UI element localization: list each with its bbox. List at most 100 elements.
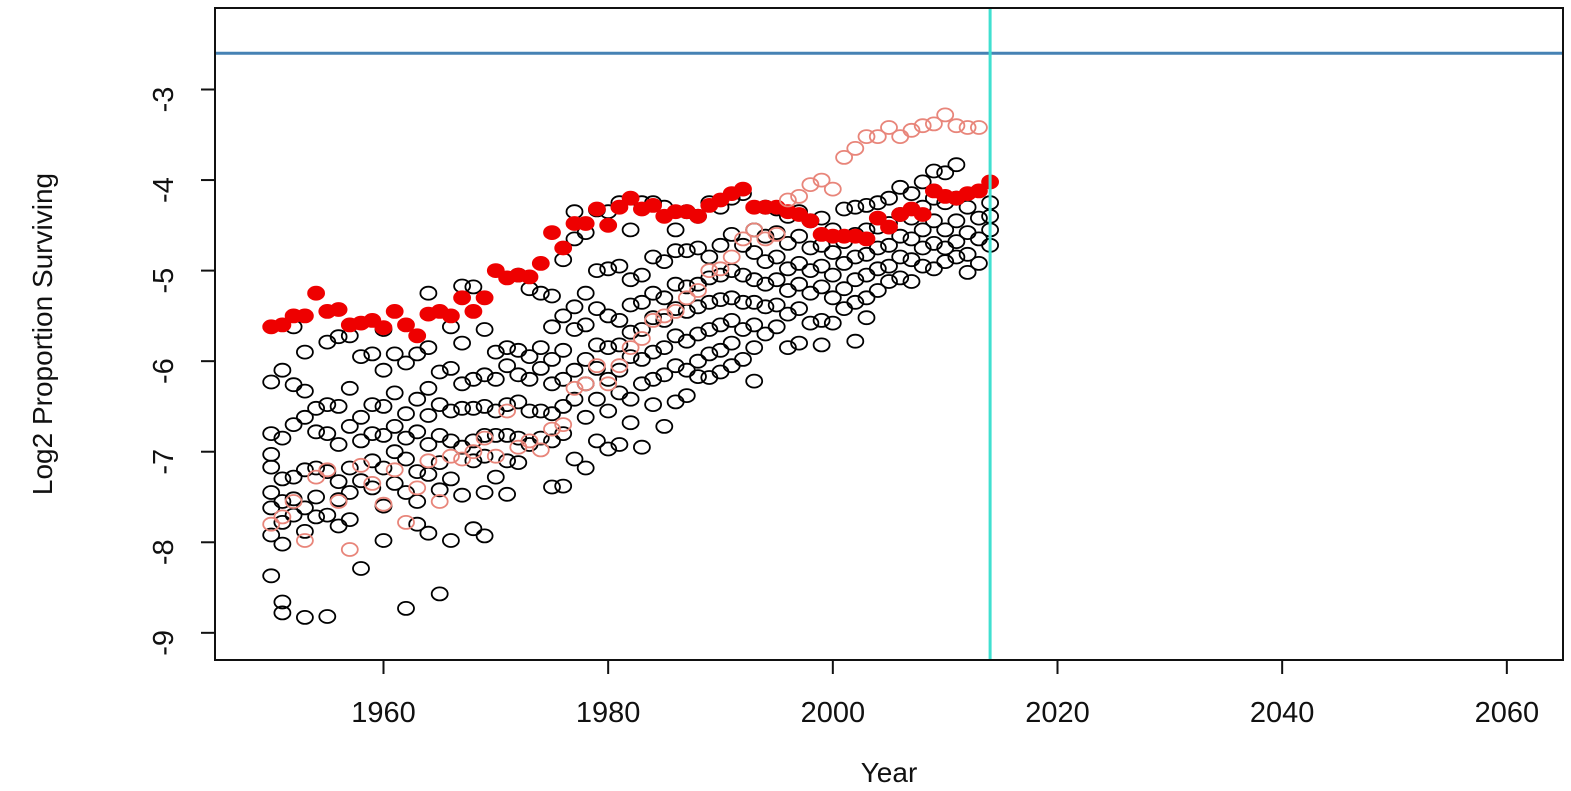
data-point-black: [711, 267, 730, 283]
data-point-black: [621, 297, 640, 313]
data-point-faded-red: [520, 433, 539, 449]
data-point-black: [756, 299, 775, 315]
data-point-black: [273, 605, 292, 621]
data-point-black: [340, 380, 359, 396]
data-point-red: [913, 207, 932, 222]
data-point-black: [970, 210, 988, 226]
data-point-black: [610, 258, 629, 274]
y-tick-label: -9: [148, 630, 180, 656]
data-point-black: [700, 346, 719, 362]
data-point-black: [419, 408, 438, 423]
data-point-black: [307, 424, 326, 440]
data-point-black: [408, 391, 427, 407]
data-point-black: [352, 561, 370, 576]
data-point-black: [722, 312, 741, 328]
data-point-black: [779, 235, 797, 251]
data-point-black: [408, 346, 427, 362]
data-point-black: [385, 444, 404, 460]
data-point-black: [925, 235, 943, 251]
data-point-black: [779, 340, 797, 356]
data-point-faded-red: [880, 120, 898, 135]
x-tick-label: 1960: [351, 697, 416, 729]
data-point-black: [880, 274, 898, 289]
data-point-black: [891, 228, 910, 244]
data-point-black: [925, 163, 943, 179]
data-point-red: [554, 240, 573, 256]
data-point-black: [565, 322, 584, 337]
data-point-black: [823, 290, 842, 306]
data-point-red: [868, 210, 887, 226]
data-point-black: [543, 288, 561, 304]
data-point-black: [363, 426, 382, 442]
data-point-black: [857, 310, 876, 326]
data-point-faded-red: [677, 290, 696, 306]
data-point-black: [722, 335, 741, 351]
data-point-faded-red: [655, 308, 674, 324]
data-point-black: [284, 417, 303, 433]
data-point-red: [520, 269, 539, 285]
data-point-black: [711, 342, 730, 358]
data-point-faded-red: [318, 462, 337, 478]
data-point-black: [498, 427, 517, 443]
data-point-black: [385, 418, 404, 434]
data-point-black: [621, 391, 640, 407]
data-point-red: [576, 216, 595, 231]
data-point-black: [633, 322, 651, 337]
data-point-black: [745, 317, 764, 333]
data-point-black: [633, 439, 651, 455]
data-point-black: [543, 479, 561, 495]
data-point-red: [307, 285, 326, 301]
data-point-black: [835, 255, 853, 271]
data-point-black: [689, 240, 707, 256]
data-point-faded-red: [374, 496, 393, 512]
data-point-faded-red: [430, 494, 449, 509]
data-point-black: [801, 315, 820, 331]
data-point-black: [823, 245, 842, 260]
y-tick-label: -4: [148, 177, 180, 203]
data-point-faded-red: [543, 421, 561, 437]
data-point-black: [666, 276, 685, 292]
data-point-black: [543, 351, 561, 367]
data-point-black: [677, 279, 696, 295]
data-point-faded-red: [509, 439, 528, 455]
data-point-black: [644, 344, 662, 360]
data-point-black: [745, 373, 764, 389]
data-point-faded-red: [284, 494, 303, 509]
data-point-black: [576, 317, 595, 333]
data-point-black: [790, 276, 808, 292]
data-point-black: [722, 290, 741, 306]
data-point-black: [666, 358, 685, 374]
data-point-red: [588, 201, 606, 217]
data-point-black: [913, 240, 932, 256]
data-point-black: [509, 367, 528, 383]
data-point-faded-red: [947, 118, 966, 134]
data-point-black: [262, 568, 281, 584]
data-point-black: [846, 333, 865, 349]
data-point-black: [868, 195, 887, 211]
data-point-black: [509, 342, 528, 358]
reference-lines: [215, 8, 1563, 660]
y-tick-label: -8: [148, 539, 180, 565]
data-point-black: [756, 254, 775, 270]
data-point-faded-red: [307, 469, 326, 485]
data-point-black: [745, 294, 764, 310]
data-point-black: [633, 376, 651, 392]
data-point-black: [880, 190, 898, 206]
data-point-black: [318, 609, 337, 624]
data-point-black: [430, 455, 449, 471]
data-point-black: [531, 403, 550, 419]
data-point-red: [801, 213, 820, 229]
data-point-black: [509, 394, 528, 410]
data-point-black: [947, 213, 966, 229]
data-point-red: [734, 181, 752, 197]
data-point-faded-red: [936, 107, 955, 123]
data-point-faded-red: [486, 448, 505, 464]
data-point-black: [767, 272, 786, 288]
data-point-black: [531, 430, 550, 446]
data-point-black: [835, 281, 853, 297]
data-point-black: [475, 322, 494, 337]
data-point-black: [700, 322, 719, 337]
data-point-black: [318, 426, 337, 442]
data-point-red: [610, 199, 629, 215]
series-open-black: [262, 157, 999, 625]
